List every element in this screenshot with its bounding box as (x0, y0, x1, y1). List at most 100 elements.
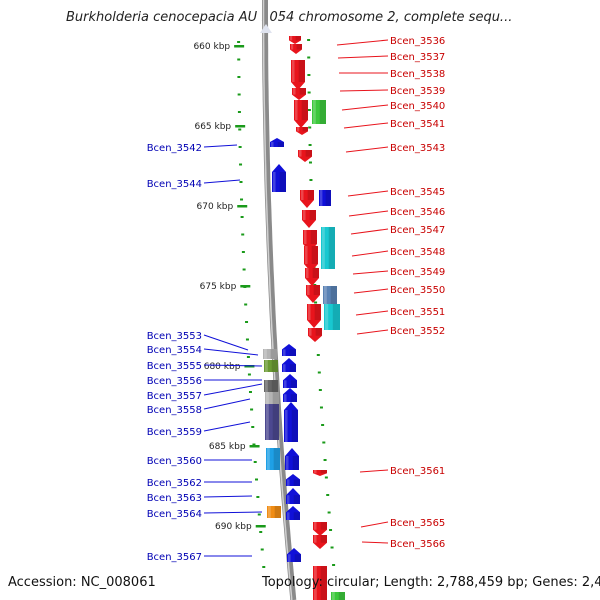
reverse-gene-label[interactable]: Bcen_3553 (147, 331, 249, 351)
reverse-gene[interactable] (287, 548, 301, 562)
reverse-gene-label[interactable]: Bcen_3560 (147, 456, 252, 467)
track-dot (323, 459, 327, 461)
forward-gene-label[interactable]: Bcen_3552 (356, 326, 445, 337)
forward-gene-label[interactable]: Bcen_3541 (343, 119, 445, 130)
gene-shade (319, 100, 326, 124)
gene-block (263, 349, 277, 359)
reverse-gene[interactable] (283, 374, 297, 388)
forward-gene[interactable] (290, 44, 302, 54)
reverse-gene[interactable] (282, 358, 296, 372)
reverse-gene[interactable] (286, 474, 300, 486)
label-leader (359, 469, 389, 473)
forward-gene-label[interactable]: Bcen_3561 (359, 466, 445, 477)
gene-shade (293, 512, 300, 520)
forward-gene-label[interactable]: Bcen_3538 (339, 69, 445, 80)
accession-label: Accession: NC_008061 (8, 575, 156, 590)
reverse-gene[interactable] (270, 138, 284, 147)
reverse-gene-purple[interactable] (265, 404, 279, 440)
reverse-gene-label[interactable]: Bcen_3563 (147, 493, 253, 504)
reverse-gene[interactable] (283, 388, 297, 402)
gene-shade (312, 268, 319, 278)
gene-shade (273, 448, 280, 470)
reverse-gene-label[interactable]: Bcen_3554 (147, 345, 259, 356)
forward-gene[interactable] (305, 268, 319, 286)
forward-gene-steel[interactable] (323, 286, 337, 304)
forward-gene[interactable] (307, 304, 321, 328)
reverse-gene-olive[interactable] (264, 360, 278, 372)
forward-gene-bottom[interactable] (313, 566, 327, 600)
gene-shade (313, 285, 320, 295)
track-dot (308, 126, 312, 129)
track-dot (329, 529, 333, 531)
reverse-gene[interactable] (286, 506, 300, 520)
track-dot (239, 181, 243, 183)
reverse-gene-label[interactable]: Bcen_3542 (147, 143, 238, 154)
track-dot (237, 76, 241, 78)
forward-gene-label[interactable]: Bcen_3536 (336, 36, 445, 47)
forward-gene[interactable] (302, 210, 316, 228)
forward-gene-cyan[interactable] (321, 227, 335, 243)
reverse-gene-label[interactable]: Bcen_3564 (147, 509, 263, 520)
scale-tick: 660 kbp (193, 42, 245, 52)
forward-gene-label[interactable]: Bcen_3540 (341, 101, 445, 112)
gene-name: Bcen_3552 (390, 326, 445, 337)
reverse-gene-gray[interactable] (265, 392, 279, 404)
forward-gene[interactable] (308, 328, 322, 342)
reverse-gene-gray[interactable] (263, 349, 277, 359)
forward-gene[interactable] (313, 470, 327, 476)
reverse-gene[interactable] (286, 488, 300, 504)
genome-summary: Topology: circular; Length: 2,788,459 bp… (262, 575, 600, 590)
forward-gene-label[interactable]: Bcen_3548 (351, 247, 445, 258)
forward-gene-label[interactable]: Bcen_3551 (355, 307, 445, 318)
forward-gene[interactable] (296, 127, 308, 135)
scale-tick-mark (240, 285, 251, 288)
forward-gene[interactable] (289, 36, 301, 44)
forward-gene-label[interactable]: Bcen_3549 (352, 267, 445, 278)
reverse-gene-label[interactable]: Bcen_3562 (147, 478, 252, 489)
forward-gene-label[interactable]: Bcen_3550 (353, 285, 445, 296)
forward-gene-label[interactable]: Bcen_3543 (345, 143, 445, 154)
forward-gene-label[interactable]: Bcen_3545 (347, 187, 445, 198)
forward-gene-label[interactable]: Bcen_3537 (337, 52, 445, 63)
gene-highlight (265, 360, 268, 372)
reverse-gene[interactable] (272, 164, 286, 192)
forward-gene-blue[interactable] (319, 190, 331, 206)
forward-gene[interactable] (291, 60, 305, 90)
reverse-gene[interactable] (282, 344, 296, 356)
forward-gene[interactable] (300, 190, 314, 208)
reverse-gene-label[interactable]: Bcen_3555 (147, 361, 263, 372)
forward-gene[interactable] (292, 88, 306, 100)
forward-gene-label[interactable]: Bcen_3547 (350, 225, 445, 236)
forward-gene-label[interactable]: Bcen_3539 (339, 86, 445, 97)
gene-highlight (305, 246, 308, 264)
scale-tick-label: 665 kbp (194, 122, 231, 132)
forward-gene-label[interactable]: Bcen_3546 (348, 207, 445, 218)
reverse-gene-label[interactable]: Bcen_3567 (147, 552, 252, 563)
track-dot (307, 109, 311, 111)
reverse-gene[interactable] (285, 448, 299, 470)
reverse-gene[interactable] (284, 402, 298, 442)
forward-gene[interactable] (298, 150, 312, 162)
track-dot (252, 443, 256, 446)
forward-gene-cyan[interactable] (324, 304, 340, 330)
reverse-gene-label[interactable]: Bcen_3559 (147, 421, 251, 438)
reverse-gene-skyblue[interactable] (266, 448, 280, 470)
forward-gene[interactable] (304, 246, 318, 272)
reverse-gene-label[interactable]: Bcen_3544 (147, 179, 241, 190)
scale-tick-mark (234, 45, 245, 48)
forward-gene-label[interactable]: Bcen_3566 (361, 539, 445, 550)
forward-gene[interactable] (294, 100, 308, 128)
reverse-gene-orange[interactable] (267, 506, 281, 518)
reverse-gene-darkgray[interactable] (264, 380, 278, 392)
reverse-gene-label[interactable]: Bcen_3556 (147, 376, 262, 387)
forward-gene-bottom-green[interactable] (331, 592, 345, 600)
forward-gene[interactable] (313, 535, 327, 549)
forward-gene[interactable] (306, 285, 320, 303)
forward-gene-label[interactable]: Bcen_3565 (360, 518, 445, 529)
forward-gene-green[interactable] (312, 100, 326, 124)
reverse-gene-label[interactable]: Bcen_3557 (147, 383, 263, 402)
forward-gene[interactable] (313, 522, 327, 536)
forward-gene-cyan[interactable] (321, 243, 335, 269)
reverse-gene-label[interactable]: Bcen_3558 (147, 398, 251, 416)
